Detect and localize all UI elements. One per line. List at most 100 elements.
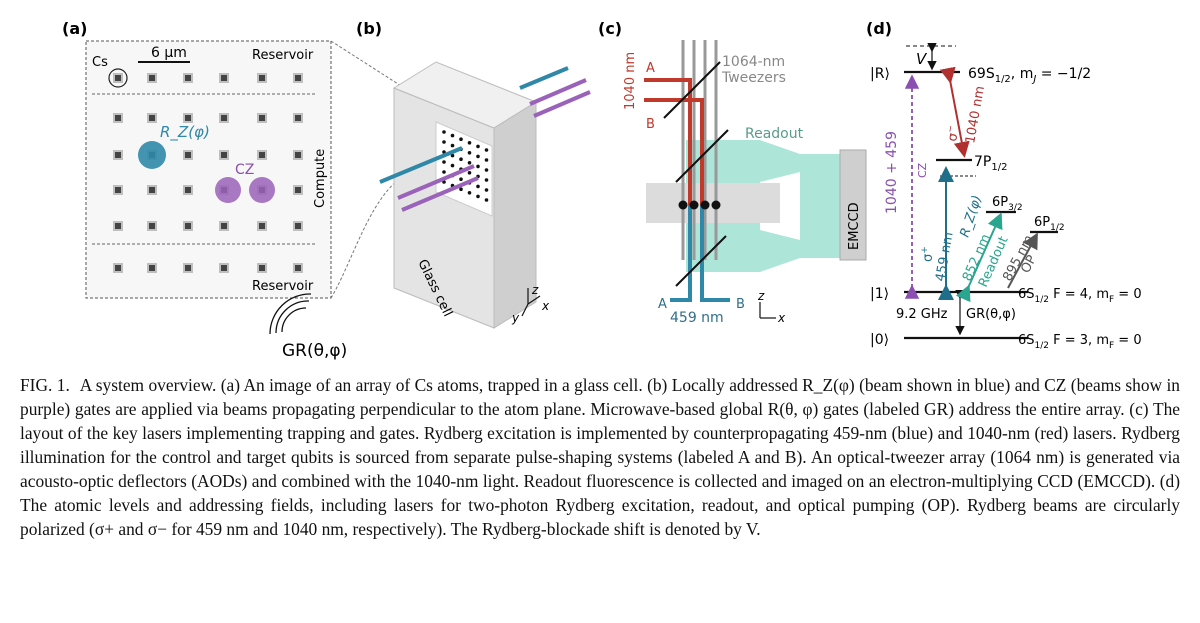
atom-site — [295, 265, 301, 271]
rz-gate-beam — [138, 141, 166, 169]
cell-atom-dot — [467, 191, 472, 195]
caption-lead: FIG. 1. — [20, 375, 70, 395]
cell-atom-dot — [442, 130, 446, 134]
gr-label: GR(θ,φ) — [282, 341, 347, 361]
cell-atom-dot — [442, 160, 446, 164]
blue-b-label: B — [736, 297, 745, 312]
atom-site — [115, 75, 121, 81]
atom-site — [295, 75, 301, 81]
atom-4 — [711, 200, 721, 210]
atom-site — [185, 152, 191, 158]
cz-gate-label: CZ — [235, 162, 254, 178]
atom-2 — [689, 200, 699, 210]
readout-label: Readout — [745, 126, 804, 142]
readout-arrow — [955, 212, 1003, 303]
atom-site — [221, 75, 227, 81]
atom-site — [221, 265, 227, 271]
cell-atom-dot — [450, 163, 455, 168]
atom-site — [221, 223, 227, 229]
atom-site — [259, 223, 265, 229]
cell-atom-dot — [442, 150, 446, 154]
rz-gate-label: R_Z(φ) — [160, 123, 210, 142]
atom-site — [149, 265, 155, 271]
two-photon-cz-label: CZ — [916, 162, 929, 178]
two-photon-label: 1040 + 459 — [884, 131, 900, 214]
cell-atom-dot — [476, 164, 480, 169]
atom-site — [259, 265, 265, 271]
c-axis-x-label: x — [777, 311, 786, 325]
cell-atom-dot — [484, 188, 489, 192]
atom-site — [295, 152, 301, 158]
figure-svg: (a) Cs 6 µm Reservoir Reservoir Compute … — [62, 19, 1142, 361]
atom-site — [185, 187, 191, 193]
v-label: V — [916, 50, 928, 68]
cell-atom-dot — [484, 168, 489, 172]
red-1040-label: 1040 nm — [963, 85, 988, 145]
b-axis-y-label: y — [511, 311, 520, 325]
blue-459-label: 459 nm — [933, 231, 956, 283]
cell-atom-dot — [484, 158, 489, 162]
mirror-2 — [675, 129, 729, 183]
atom-site — [115, 152, 121, 158]
level-6p12-label: 6P1/2 — [1034, 215, 1065, 233]
panel-b-label: (b) — [356, 19, 382, 38]
tweezers-label-2: Tweezers — [721, 70, 786, 86]
ket-1: |1⟩ — [870, 286, 889, 302]
cell-atom-dot — [459, 137, 463, 141]
cell-atom-dot — [467, 151, 472, 155]
cell-atom-dot — [484, 178, 489, 182]
caption-text: A system overview. (a) An image of an ar… — [20, 375, 1180, 539]
microwave-arc-3 — [269, 293, 312, 335]
cell-atom-dot — [476, 194, 480, 199]
cell-atom-dot — [442, 170, 446, 174]
red-beam-a — [644, 78, 692, 205]
cell-atom-dot — [467, 141, 472, 145]
emccd-label: EMCCD — [847, 202, 862, 250]
panel-c-label: (c) — [598, 19, 622, 38]
op-arrow — [1007, 232, 1038, 289]
blue-beam-a — [670, 205, 692, 302]
level-7p-label: 7P1/2 — [974, 154, 1007, 173]
mirror-1 — [663, 61, 721, 119]
tweezers-label-1: 1064-nm — [722, 54, 785, 70]
atom-site — [149, 75, 155, 81]
microwave-arc-1 — [281, 307, 307, 333]
atom-site — [259, 115, 265, 121]
atom-site — [115, 187, 121, 193]
cz-gate-beam-control — [215, 177, 241, 203]
compute-label: Compute — [313, 149, 328, 208]
sigma-plus-label: σ+ — [920, 246, 936, 262]
atom-site — [295, 187, 301, 193]
cell-atom-dot — [459, 157, 463, 161]
cell-atom-dot — [442, 140, 446, 144]
cs-atom-marker — [108, 68, 128, 88]
cell-atom-dot — [476, 184, 480, 189]
level-1-label: 6S1/2 F = 4, mF = 0 — [1018, 287, 1142, 305]
reservoir-bottom-label: Reservoir — [252, 279, 314, 294]
cz-gate-beam-target — [249, 177, 275, 203]
b-axis-x-label: x — [541, 299, 550, 313]
cs-label: Cs — [92, 55, 108, 70]
cell-atom-dot — [484, 148, 489, 152]
atom-site — [185, 75, 191, 81]
reservoir-top-label: Reservoir — [252, 48, 314, 63]
cz-beam-out-2 — [533, 90, 591, 118]
cell-atom-dot — [459, 177, 463, 181]
atom-site — [221, 152, 227, 158]
atom-site — [115, 115, 121, 121]
cell-atom-dot — [450, 143, 455, 148]
atom-site — [149, 187, 155, 193]
cell-atom-dot — [476, 154, 480, 159]
atom-site — [295, 115, 301, 121]
atom-site — [259, 75, 265, 81]
cell-atom-dot — [450, 133, 455, 138]
ket-0: |0⟩ — [870, 332, 889, 348]
atom-site — [259, 152, 265, 158]
cell-atom-dot — [467, 161, 472, 165]
atom-3 — [700, 200, 710, 210]
c-axis-z-label: z — [757, 289, 765, 303]
red-beam-b — [644, 98, 704, 205]
atom-site — [185, 223, 191, 229]
atom-image-frame — [85, 40, 332, 299]
blue-a-label: A — [658, 297, 667, 312]
